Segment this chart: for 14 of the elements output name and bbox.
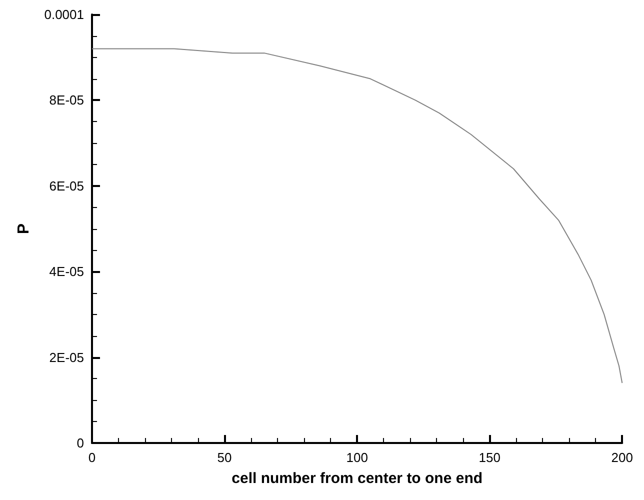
y-tick-label: 0.0001	[44, 7, 84, 22]
y-tick-label: 0	[76, 436, 84, 450]
line-series	[92, 48, 623, 384]
x-tick-label: 200	[611, 450, 634, 465]
y-tick-label: 8E-05	[49, 92, 84, 108]
y-tick-label: 6E-05	[49, 178, 84, 194]
x-tick-label: 0	[88, 450, 96, 465]
x-tick-label: 150	[478, 450, 500, 465]
x-tick-label: 50	[217, 450, 232, 465]
x-axis-title: cell number from center to one end	[232, 470, 483, 487]
y-tick-label: 4E-05	[49, 264, 84, 280]
y-axis-title: P	[16, 223, 32, 234]
y-tick-label: 2E-05	[49, 350, 84, 365]
x-tick-label: 100	[346, 450, 368, 465]
